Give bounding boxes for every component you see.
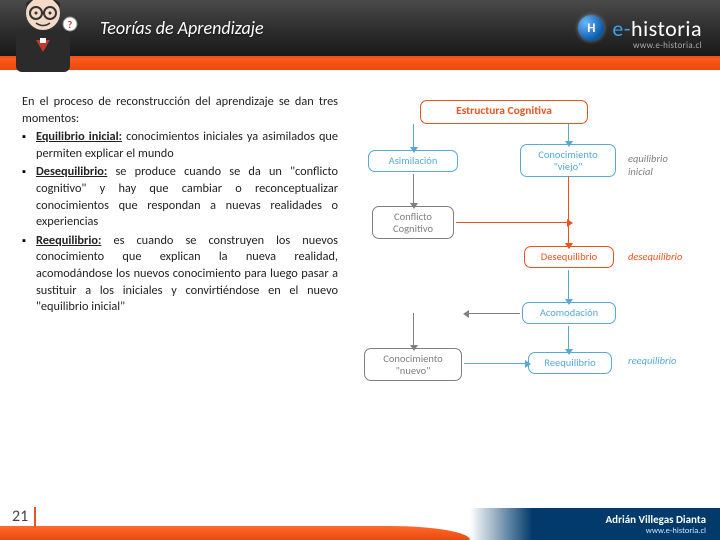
brand-url: www.e-historia.cl [633, 40, 702, 51]
stage-label-s1: equilibrioinicial [628, 152, 668, 178]
arrow-head-icon [463, 310, 469, 318]
arrow-head-icon [410, 345, 418, 351]
node-conflicto: ConflictoCognitivo [372, 206, 454, 239]
arrow-icon [413, 174, 414, 204]
bullet-reequilibrio: Reequilibrio: es cuando se construyen lo… [22, 233, 338, 316]
arrow-head-icon [565, 243, 573, 249]
flowchart: Estructura Cognitiva Asimilación Conocimie… [350, 94, 690, 480]
bullet-equilibrio: Equilibrio inicial: conocimientos inicia… [22, 129, 338, 162]
arrow-icon [464, 363, 526, 364]
arrow-icon [568, 176, 569, 244]
arrow-icon [568, 326, 569, 350]
brand-badge-icon: H [578, 15, 604, 41]
node-acomod: Acomodación [522, 302, 616, 324]
footer-credit-bar: Adrián Villegas Dianta www.e-historia.cl [470, 508, 720, 540]
stage-label-s3: reequilibrio [628, 354, 676, 367]
stage-label-s2: desequilibrio [628, 250, 682, 263]
arrow-head-icon [410, 203, 418, 209]
professor-avatar-icon: ? [6, 0, 80, 72]
node-con_nuevo: Conocimiento"nuevo" [364, 348, 462, 381]
arrow-icon [568, 270, 569, 300]
svg-text:?: ? [68, 18, 73, 31]
arrow-icon [456, 222, 568, 223]
node-root: Estructura Cognitiva [420, 100, 588, 124]
header-accent-bar [0, 58, 720, 70]
footer-swoosh [0, 526, 470, 540]
bullet-desequilibrio: Desequilibrio: se produce cuando se da u… [22, 164, 338, 230]
footer-author: Adrián Villegas Dianta [606, 513, 706, 526]
arrow-head-icon [565, 299, 573, 305]
arrow-icon [468, 313, 520, 314]
intro-text: En el proceso de reconstrucción del apre… [22, 94, 338, 127]
text-column: En el proceso de reconstrucción del apre… [22, 94, 338, 480]
node-deseq: Desequilibrio [524, 246, 614, 268]
page-number: 21 [12, 507, 36, 526]
node-asimilacion: Asimilación [368, 150, 458, 172]
node-con_viejo: Conocimiento"viejo" [520, 144, 616, 177]
arrow-icon [568, 124, 569, 142]
slide-title: Teorías de Aprendizaje [100, 17, 264, 39]
main-content: En el proceso de reconstrucción del apre… [0, 70, 720, 490]
arrow-head-icon [410, 147, 418, 153]
node-reeq: Reequilibrio [528, 352, 612, 374]
bullet-list: Equilibrio inicial: conocimientos inicia… [22, 129, 338, 316]
arrow-head-icon [565, 141, 573, 147]
footer: 21 Adrián Villegas Dianta www.e-historia… [0, 500, 720, 540]
brand-logo: e-historia [612, 15, 702, 42]
arrow-head-icon [525, 360, 531, 368]
brand-area: H e-historia [578, 15, 702, 42]
footer-url: www.e-historia.cl [646, 526, 706, 536]
header-bar: ? Teorías de Aprendizaje H e-historia ww… [0, 0, 720, 58]
arrow-icon [413, 124, 414, 148]
arrow-icon [413, 313, 414, 346]
arrow-head-icon [565, 349, 573, 355]
diagram-column: Estructura Cognitiva Asimilación Conocimie… [350, 94, 690, 480]
